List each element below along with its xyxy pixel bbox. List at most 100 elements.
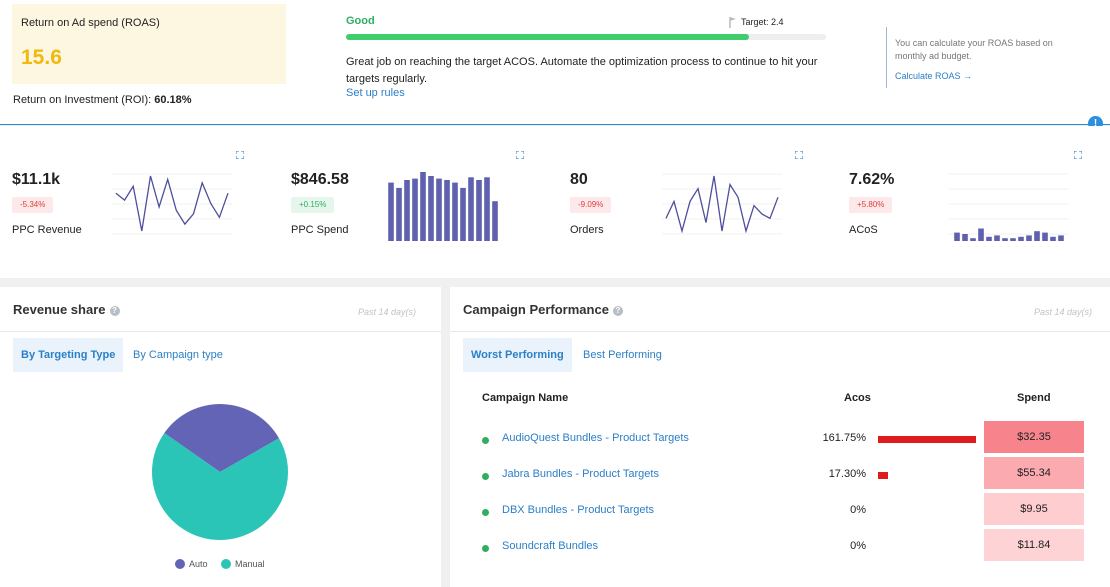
- metric-change-badge: +5.80%: [849, 197, 893, 213]
- status-dot-icon: [482, 545, 489, 552]
- metric-acos: 7.62% +5.80% ACoS: [837, 126, 1110, 278]
- table-row[interactable]: AudioQuest Bundles - Product Targets 161.…: [450, 421, 1110, 457]
- table-row[interactable]: DBX Bundles - Product Targets 0% $9.95: [450, 493, 1110, 529]
- revenue-share-title: Revenue share: [13, 302, 106, 317]
- expand-icon[interactable]: [795, 151, 803, 159]
- tab-worst-performing[interactable]: Worst Performing: [463, 338, 572, 372]
- help-icon[interactable]: ?: [109, 306, 120, 316]
- acos-value: 161.75%: [822, 432, 866, 444]
- pie-slice-manual: [152, 433, 289, 541]
- metric-ppc-spend: $846.58 +0.15% PPC Spend: [279, 126, 557, 278]
- sparkline-path: [115, 175, 229, 232]
- campaign-performance-title: Campaign Performance: [463, 302, 609, 317]
- status-dot-icon: [482, 473, 489, 480]
- panel-divider: [450, 331, 1110, 332]
- flag-icon: [729, 17, 736, 28]
- sparkline-bar: [1042, 232, 1048, 241]
- tab-by-targeting-type[interactable]: By Targeting Type: [13, 338, 124, 372]
- info-text: You can calculate your ROAS based on mon…: [895, 38, 1053, 61]
- metric-value: 80: [570, 171, 588, 188]
- campaign-name-link[interactable]: DBX Bundles - Product Targets: [502, 504, 655, 516]
- tab-by-campaign-type[interactable]: By Campaign type: [133, 349, 223, 361]
- spend-cell: $11.84: [984, 529, 1084, 561]
- campaign-name-link[interactable]: Soundcraft Bundles: [502, 540, 599, 552]
- sparkline-bar: [954, 232, 960, 241]
- target-label: Target: 2.4: [741, 17, 784, 27]
- legend-item-manual[interactable]: Manual: [221, 559, 265, 569]
- column-header-spend[interactable]: Spend: [1017, 392, 1051, 404]
- roi-value: 60.18%: [154, 94, 192, 106]
- metric-ppc-revenue: $11.1k -5.34% PPC Revenue: [0, 126, 278, 278]
- metric-change-badge: +0.15%: [291, 197, 335, 213]
- period-label: Past 14 day(s): [358, 307, 417, 317]
- revenue-share-panel: Revenue share? Past 14 day(s) By Targeti…: [0, 287, 441, 587]
- column-header-acos[interactable]: Acos: [844, 392, 871, 404]
- sparkline-bar: [452, 182, 458, 241]
- sparkline-bar: [970, 238, 976, 241]
- metric-change-badge: -5.34%: [12, 197, 54, 213]
- info-divider: [886, 27, 887, 88]
- metric-sparkline: [949, 173, 1069, 241]
- sparkline-bar: [428, 176, 434, 241]
- legend-dot: [221, 559, 231, 569]
- roas-title: Return on Ad spend (ROAS): [21, 17, 160, 29]
- tab-best-performing[interactable]: Best Performing: [583, 349, 662, 361]
- roi-line: Return on Investment (ROI): 60.18%: [13, 94, 192, 106]
- metric-label: PPC Spend: [291, 224, 349, 236]
- expand-icon[interactable]: [1074, 151, 1082, 159]
- spend-cell: $9.95: [984, 493, 1084, 525]
- campaign-name-link[interactable]: Jabra Bundles - Product Targets: [502, 468, 659, 480]
- sparkline-bar: [1058, 235, 1064, 241]
- spend-cell: $32.35: [984, 421, 1084, 453]
- status-label: Good: [346, 15, 375, 27]
- sparkline-bar: [412, 178, 418, 241]
- progress-bar: [346, 34, 826, 40]
- expand-icon[interactable]: [516, 151, 524, 159]
- roi-label: Return on Investment (ROI):: [13, 94, 152, 106]
- column-header-campaign-name[interactable]: Campaign Name: [482, 392, 569, 404]
- roas-summary-section: Return on Ad spend (ROAS) 15.6 Return on…: [0, 0, 1110, 125]
- sparkline-path: [665, 175, 779, 234]
- expand-icon[interactable]: [236, 151, 244, 159]
- sparkline-bar: [1050, 236, 1056, 241]
- status-message: Great job on reaching the target ACOS. A…: [346, 56, 818, 85]
- metric-label: ACoS: [849, 224, 878, 236]
- panel-title: Campaign Performance?: [463, 302, 623, 317]
- table-row[interactable]: Jabra Bundles - Product Targets 17.30% $55…: [450, 457, 1110, 493]
- roas-value: 15.6: [21, 46, 62, 69]
- acos-bar: [878, 472, 889, 479]
- help-icon[interactable]: ?: [612, 306, 623, 316]
- sparkline-bar: [460, 187, 466, 241]
- spend-cell: $55.34: [984, 457, 1084, 489]
- sparkline-bar: [468, 177, 474, 241]
- sparkline-bar: [1026, 235, 1032, 241]
- metric-orders: 80 -9.09% Orders: [558, 126, 836, 278]
- acos-value: 0%: [850, 504, 866, 516]
- metric-change-badge: -9.09%: [570, 197, 612, 213]
- metric-label: Orders: [570, 224, 604, 236]
- metric-value: 7.62%: [849, 171, 895, 188]
- sparkline-bar: [436, 178, 442, 241]
- sparkline-bar: [986, 236, 992, 241]
- pie-slice-auto: [164, 404, 280, 472]
- sparkline-bar: [492, 201, 498, 241]
- calculate-roas-link[interactable]: Calculate ROAS →: [895, 71, 973, 81]
- set-up-rules-link[interactable]: Set up rules: [346, 87, 405, 99]
- period-label: Past 14 day(s): [1034, 307, 1093, 317]
- sparkline-bar: [1018, 236, 1024, 241]
- sparkline-bar: [444, 180, 450, 241]
- campaign-name-link[interactable]: AudioQuest Bundles - Product Targets: [502, 432, 689, 444]
- metric-sparkline: [662, 173, 782, 235]
- table-row[interactable]: Soundcraft Bundles 0% $11.84: [450, 529, 1110, 565]
- legend-label: Auto: [189, 559, 208, 569]
- roas-card: Return on Ad spend (ROAS) 15.6: [12, 4, 286, 84]
- acos-value: 0%: [850, 540, 866, 552]
- sparkline-bar: [962, 234, 968, 241]
- metric-sparkline: [388, 172, 498, 241]
- sparkline-bar: [476, 180, 482, 241]
- metric-value: $846.58: [291, 171, 349, 188]
- metric-value: $11.1k: [12, 171, 61, 188]
- legend-item-auto[interactable]: Auto: [175, 559, 208, 569]
- panel-title: Revenue share?: [13, 302, 120, 317]
- sparkline-bar: [404, 180, 410, 241]
